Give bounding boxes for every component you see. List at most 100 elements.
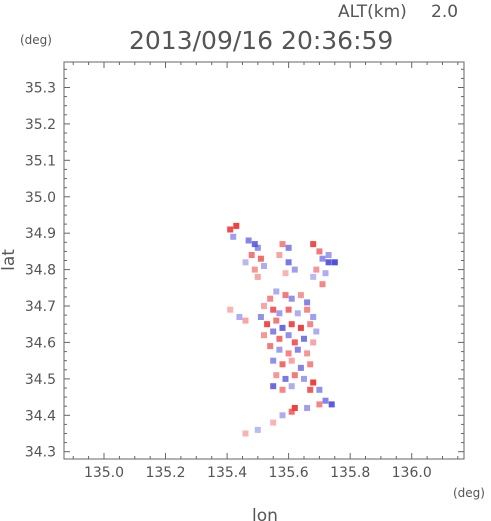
data-point [279,412,286,419]
x-tick-label: 135.4 [207,465,247,481]
data-point [325,252,332,258]
y-tick-label: 34.8 [25,263,56,279]
x-tick-label: 135.8 [330,465,370,481]
data-point [282,270,289,277]
data-point [313,328,320,335]
data-point [282,292,289,299]
data-point [279,324,286,331]
data-point [245,237,252,244]
data-point [316,386,323,393]
data-point [264,321,271,328]
data-point [257,314,264,320]
data-point [288,321,295,328]
y-axis-label: lat [0,249,19,271]
data-point [230,233,237,240]
y-tick-label: 35.3 [25,81,56,97]
data-point [285,306,292,313]
data-point [285,332,292,339]
data-point [310,241,317,248]
data-point [285,244,292,251]
data-point [261,303,267,309]
data-point [288,408,295,415]
data-point [282,375,289,382]
data-point [294,310,301,317]
y-tick-label: 34.9 [25,226,56,242]
data-point [325,259,332,266]
data-point [322,270,329,277]
data-point [310,379,317,386]
y-unit-label: (deg) [20,33,52,47]
data-point [310,273,317,280]
data-point [227,226,234,233]
x-tick-label: 135.6 [269,465,309,481]
data-point [307,361,314,368]
data-point [301,375,307,382]
data-point [291,266,298,273]
data-point [307,386,314,393]
data-point [319,281,326,288]
data-point [279,241,286,248]
data-point [307,321,314,328]
data-point [291,339,298,346]
data-point [248,252,255,258]
data-point [273,288,280,295]
data-point [254,426,261,433]
data-point [273,372,280,379]
data-point [276,335,283,342]
data-point [297,364,304,371]
data-point [270,306,277,313]
data-point [261,332,267,339]
data-point [261,263,267,269]
data-point [310,339,317,346]
data-point [279,361,286,368]
data-point [322,397,329,404]
data-point [316,401,323,408]
data-point [276,252,283,258]
data-point [242,259,249,266]
data-point [304,306,311,313]
x-tick-label: 135.2 [145,465,185,481]
data-point [319,255,326,262]
data-point [254,244,261,251]
data-point [257,255,264,262]
data-point [313,266,320,273]
data-point [279,386,286,393]
data-point [285,259,292,266]
data-point [251,266,258,273]
y-tick-labels: 34.3 34.4 34.5 34.6 34.7 34.8 34.9 35.0 35.1 35.2… [25,81,56,461]
data-point [316,248,323,255]
altitude-label: ALT(km) [338,2,407,22]
data-point [242,430,249,437]
data-point [285,350,292,357]
data-point [301,335,307,342]
data-point [233,222,240,229]
data-point [270,383,277,390]
data-point [291,405,298,411]
data-point [294,346,301,353]
x-axis-label: lon [252,506,278,521]
data-point [227,306,234,313]
data-point [331,259,338,266]
y-tick-label: 35.0 [25,190,56,206]
data-point [270,357,277,364]
data-point [304,350,311,357]
data-point [310,314,317,320]
data-point [267,295,274,302]
y-tick-label: 35.2 [25,117,56,133]
data-point [304,405,311,411]
data-point [276,346,283,353]
x-unit-label: (deg) [453,486,485,500]
data-point [276,310,283,317]
tick-marks [64,62,464,459]
data-point [270,419,277,426]
y-tick-label: 34.6 [25,335,56,351]
data-point [267,343,274,350]
data-point [254,273,261,280]
data-point [297,292,304,299]
data-point [288,357,295,364]
data-point [270,328,277,335]
data-point [288,383,295,390]
y-tick-label: 34.7 [25,299,56,315]
altitude-value: 2.0 [431,2,458,22]
data-point [291,372,298,379]
